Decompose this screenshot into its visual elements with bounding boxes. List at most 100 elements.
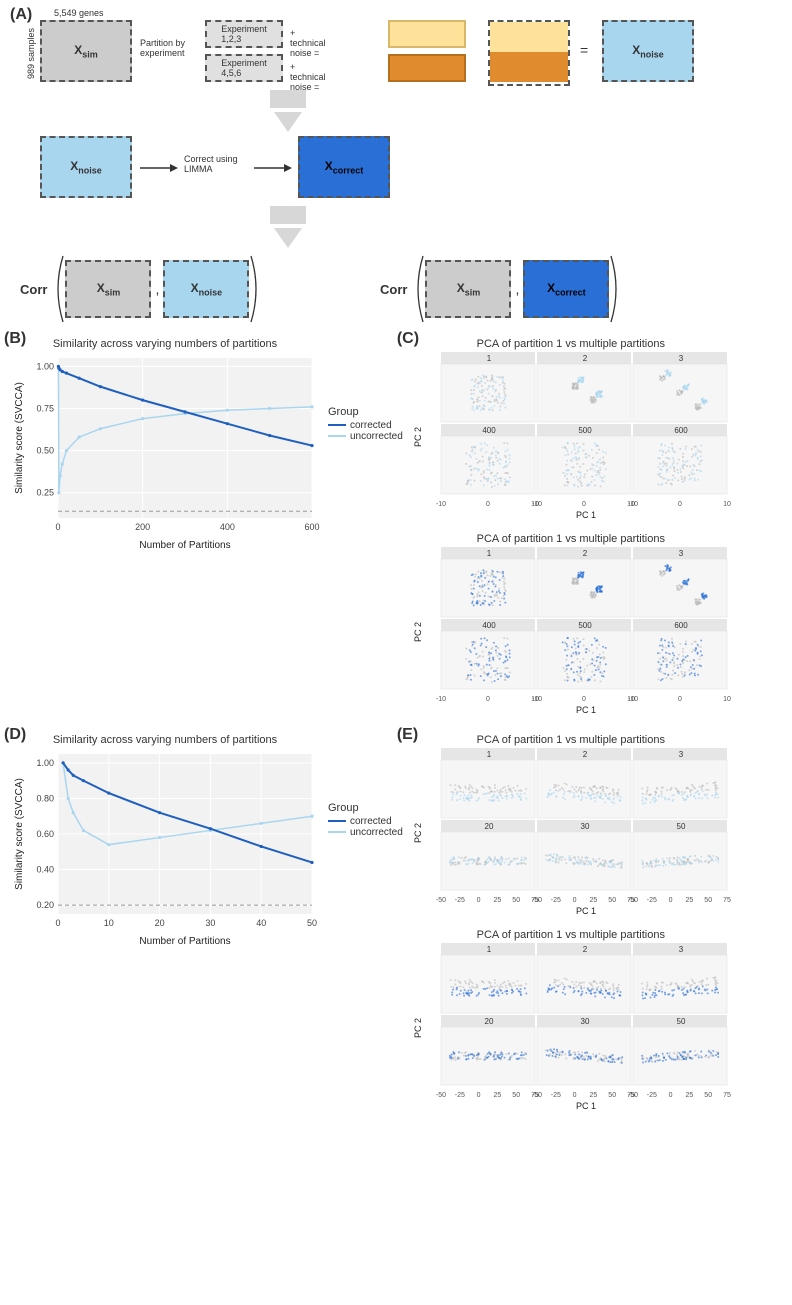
svg-text:40: 40 bbox=[256, 918, 266, 928]
svg-text:-10: -10 bbox=[532, 696, 542, 703]
svg-text:1: 1 bbox=[487, 549, 492, 558]
svg-text:-50: -50 bbox=[436, 1092, 446, 1099]
svg-text:0.20: 0.20 bbox=[36, 900, 54, 910]
panel-a-row1: 5,549 genes 989 samples Xsim Partition b… bbox=[40, 20, 132, 82]
facet-c-corrected: 123400500600-10010-10010-10010PC 1PC 2 bbox=[411, 547, 731, 717]
corr-xcorrect: Xcorrect bbox=[523, 260, 609, 318]
genes-label: 5,549 genes bbox=[54, 8, 104, 18]
panel-a: (A) 5,549 genes 989 samples Xsim Partiti… bbox=[10, 10, 782, 330]
svg-text:-10: -10 bbox=[532, 501, 542, 508]
panel-a-row3-left: Corr Xsim , Xnoise bbox=[20, 254, 263, 324]
svg-text:PC 1: PC 1 bbox=[576, 906, 596, 916]
facet-e-corrected: 123203050-50-250255075-50-250255075-50-2… bbox=[411, 943, 731, 1113]
panel-d-label: (D) bbox=[4, 726, 26, 744]
facet-c-uncorrected: 123400500600-10010-10010-10010PC 1PC 2 bbox=[411, 352, 731, 522]
samples-label: 989 samples bbox=[26, 28, 36, 79]
panel-a-row2: Xnoise Correct using LIMMA Xcorrect bbox=[40, 136, 132, 198]
svg-text:0: 0 bbox=[572, 1092, 576, 1099]
svg-text:25: 25 bbox=[493, 1092, 501, 1099]
svg-text:20: 20 bbox=[155, 918, 165, 928]
chart-b-svg: 02004006000.250.500.751.00Number of Part… bbox=[10, 352, 320, 552]
svg-text:-10: -10 bbox=[436, 501, 446, 508]
legend-d: Group corrected uncorrected bbox=[328, 802, 403, 838]
svg-text:Similarity score (SVCCA): Similarity score (SVCCA) bbox=[14, 382, 25, 494]
arrow-right-2 bbox=[254, 162, 294, 174]
svg-text:-50: -50 bbox=[628, 897, 638, 904]
paren-open-1 bbox=[51, 254, 65, 324]
svg-text:3: 3 bbox=[679, 750, 684, 759]
equals-sign: = bbox=[580, 42, 588, 58]
svg-text:0: 0 bbox=[582, 501, 586, 508]
svg-text:0: 0 bbox=[476, 1092, 480, 1099]
svg-text:PC 2: PC 2 bbox=[413, 427, 423, 447]
panel-e-title-1: PCA of partition 1 vs multiple partition… bbox=[411, 734, 731, 746]
panel-c: (C) PCA of partition 1 vs multiple parti… bbox=[411, 336, 731, 722]
panel-e: (E) PCA of partition 1 vs multiple parti… bbox=[411, 732, 731, 1118]
svg-text:0.60: 0.60 bbox=[36, 829, 54, 839]
panel-d-title: Similarity across varying numbers of par… bbox=[10, 734, 320, 746]
svg-text:2: 2 bbox=[583, 750, 588, 759]
svg-text:25: 25 bbox=[589, 897, 597, 904]
corr-xnoise: Xnoise bbox=[163, 260, 249, 318]
exp123-box: Experiment 1,2,3 bbox=[205, 20, 283, 48]
svg-text:Similarity score (SVCCA): Similarity score (SVCCA) bbox=[14, 778, 25, 890]
plus-noise-1: + technical noise = bbox=[290, 28, 326, 58]
svg-text:0.50: 0.50 bbox=[36, 446, 54, 456]
svg-text:500: 500 bbox=[578, 621, 592, 630]
svg-text:0: 0 bbox=[668, 897, 672, 904]
paren-open-2 bbox=[411, 254, 425, 324]
arrow-2 bbox=[270, 206, 306, 252]
panel-e-label: (E) bbox=[397, 726, 418, 744]
combined-noise-box bbox=[488, 20, 570, 86]
svg-text:-10: -10 bbox=[628, 696, 638, 703]
panel-c-label: (C) bbox=[397, 330, 419, 348]
legend-d-corrected: corrected bbox=[328, 816, 403, 827]
svg-text:600: 600 bbox=[304, 522, 319, 532]
svg-text:1: 1 bbox=[487, 945, 492, 954]
svg-text:-25: -25 bbox=[647, 1092, 657, 1099]
plus-noise-2: + technical noise = bbox=[290, 62, 326, 92]
svg-text:50: 50 bbox=[608, 1092, 616, 1099]
svg-text:50: 50 bbox=[704, 1092, 712, 1099]
panel-b-title: Similarity across varying numbers of par… bbox=[10, 338, 320, 350]
svg-text:0.25: 0.25 bbox=[36, 488, 54, 498]
svg-text:200: 200 bbox=[135, 522, 150, 532]
svg-text:3: 3 bbox=[679, 945, 684, 954]
svg-text:30: 30 bbox=[580, 822, 589, 831]
corr-label-left: Corr bbox=[20, 282, 47, 297]
svg-text:-50: -50 bbox=[532, 1092, 542, 1099]
partition-label: Partition by experiment bbox=[140, 38, 200, 58]
svg-text:50: 50 bbox=[512, 1092, 520, 1099]
arrow-right-1 bbox=[140, 162, 180, 174]
svg-text:0: 0 bbox=[486, 696, 490, 703]
corr-xsim-2: Xsim bbox=[425, 260, 511, 318]
svg-text:400: 400 bbox=[482, 621, 496, 630]
svg-text:0: 0 bbox=[678, 501, 682, 508]
svg-text:PC 1: PC 1 bbox=[576, 510, 596, 520]
svg-text:75: 75 bbox=[723, 897, 731, 904]
legend-d-uncorrected: uncorrected bbox=[328, 827, 403, 838]
chart-d-svg: 010203040500.200.400.600.801.00Number of… bbox=[10, 748, 320, 948]
svg-text:400: 400 bbox=[220, 522, 235, 532]
legend-d-title: Group bbox=[328, 802, 403, 814]
legend-b-corrected: corrected bbox=[328, 420, 403, 431]
svg-text:-50: -50 bbox=[436, 897, 446, 904]
svg-text:2: 2 bbox=[583, 354, 588, 363]
xsim-box: Xsim bbox=[40, 20, 132, 82]
legend-b-title: Group bbox=[328, 406, 403, 418]
svg-text:10: 10 bbox=[723, 696, 731, 703]
svg-text:PC 2: PC 2 bbox=[413, 1018, 423, 1038]
svg-text:0.40: 0.40 bbox=[36, 865, 54, 875]
svg-text:0: 0 bbox=[572, 897, 576, 904]
svg-text:0: 0 bbox=[55, 918, 60, 928]
svg-text:50: 50 bbox=[704, 897, 712, 904]
row-de: (D) Similarity across varying numbers of… bbox=[10, 732, 782, 1118]
svg-text:Number of Partitions: Number of Partitions bbox=[139, 936, 230, 947]
svg-text:0.80: 0.80 bbox=[36, 793, 54, 803]
noise-light-1 bbox=[388, 20, 466, 48]
svg-text:PC 2: PC 2 bbox=[413, 622, 423, 642]
svg-text:50: 50 bbox=[676, 822, 685, 831]
svg-text:0.75: 0.75 bbox=[36, 404, 54, 414]
svg-text:600: 600 bbox=[674, 621, 688, 630]
noise-dark-1 bbox=[388, 54, 466, 82]
